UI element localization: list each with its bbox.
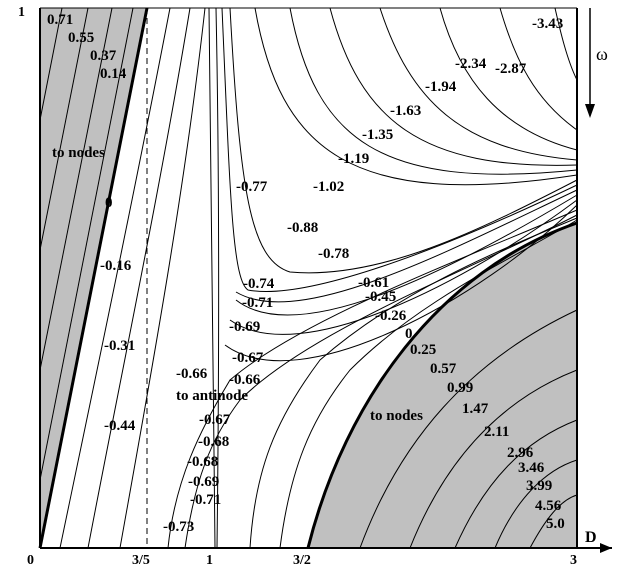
contour-label: 0 — [105, 195, 113, 211]
contour-label: -0.69 — [188, 474, 219, 490]
x-tick-3-2: 3/2 — [293, 553, 311, 568]
contour-label: -0.16 — [100, 258, 132, 274]
x-axis-arrowhead — [600, 543, 612, 553]
contour-lines — [39, 7, 578, 549]
x-axis-label: D — [585, 529, 597, 546]
contour-label: -1.63 — [390, 103, 421, 119]
contour-label: -1.19 — [338, 151, 369, 167]
region-label-right-nodes: to nodes — [370, 408, 423, 424]
contour-label: -0.66 — [176, 366, 208, 382]
contour-label: 2.11 — [484, 424, 509, 440]
zero-boundary-right — [306, 221, 578, 549]
zero-boundary-left — [38, 7, 149, 549]
contour-label: 0.25 — [410, 342, 436, 358]
contour-label: 0 — [405, 326, 413, 342]
contour-label: 1.47 — [462, 401, 489, 417]
contour-label: -0.77 — [236, 179, 268, 195]
y-tick-1: 1 — [18, 5, 25, 20]
contour-label: 0.37 — [90, 48, 117, 64]
contour-label: -0.67 — [199, 412, 231, 428]
contour-label: 0.14 — [100, 66, 127, 82]
contour-label: 2.96 — [507, 445, 534, 461]
shaded-region-right — [308, 223, 577, 548]
region-label-left-nodes: to nodes — [52, 145, 105, 161]
omega-arrowhead — [585, 104, 595, 118]
contour-label: -0.45 — [365, 289, 396, 305]
contour-label: -0.71 — [242, 295, 273, 311]
contour-label: -2.87 — [495, 61, 527, 77]
x-tick-3: 3 — [570, 553, 577, 568]
contour-label: -0.67 — [232, 350, 264, 366]
contour-label: 0.57 — [430, 361, 457, 377]
contour-label: -1.94 — [425, 79, 457, 95]
contour-label: -0.74 — [243, 276, 275, 292]
contour-label: 3.46 — [518, 460, 545, 476]
x-tick-3-5: 3/5 — [132, 553, 150, 568]
contour-label: -0.26 — [375, 308, 407, 324]
contour-label: -0.61 — [358, 275, 389, 291]
contour-label: -1.02 — [313, 179, 344, 195]
omega-symbol: ω — [596, 44, 608, 64]
contour-label: 4.56 — [535, 498, 562, 514]
contour-label: -0.69 — [229, 319, 260, 335]
contour-label: -0.66 — [229, 372, 261, 388]
contour-label: -1.35 — [362, 127, 393, 143]
contour-label: -0.31 — [104, 338, 135, 354]
contour-label: -0.44 — [104, 418, 136, 434]
contour-label: 0.99 — [447, 380, 473, 396]
x-tick-0: 0 — [27, 553, 34, 568]
contour-label: 5.0 — [546, 516, 565, 532]
region-label-antinode: to antinode — [176, 388, 248, 404]
contour-label: 3.99 — [526, 478, 552, 494]
contour-label: -3.43 — [532, 16, 563, 32]
contour-label: -0.88 — [287, 220, 318, 236]
contour-label: -0.71 — [190, 492, 221, 508]
contour-label: 0.71 — [47, 12, 73, 28]
contour-label: -0.78 — [318, 246, 349, 262]
contour-label: -2.34 — [455, 56, 487, 72]
contour-label: -0.68 — [198, 434, 229, 450]
contour-label: -0.68 — [187, 454, 218, 470]
contour-label: -0.73 — [163, 519, 194, 535]
contour-label: 0.55 — [68, 30, 94, 46]
x-tick-1: 1 — [206, 553, 213, 568]
